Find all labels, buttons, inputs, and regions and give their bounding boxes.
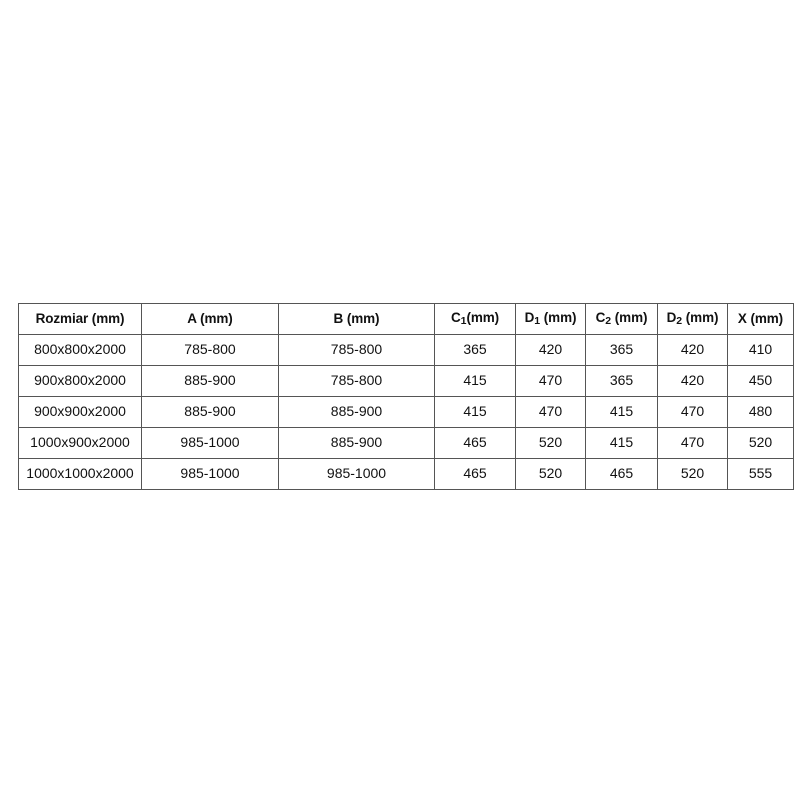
cell-x: 450 xyxy=(727,365,794,397)
cell-c1: 365 xyxy=(434,334,516,366)
dimensions-table: Rozmiar (mm) A (mm) B (mm) C1(mm) D1 (mm) C2 … xyxy=(18,303,794,490)
cell-size: 900x900x2000 xyxy=(18,396,142,428)
cell-d2: 420 xyxy=(657,334,728,366)
cell-c2: 365 xyxy=(585,365,658,397)
cell-c2: 415 xyxy=(585,396,658,428)
subscript-d2: 2 xyxy=(676,314,683,327)
table-header: Rozmiar (mm) A (mm) B (mm) C1(mm) D1 (mm) C2 … xyxy=(18,303,794,335)
cell-a: 785-800 xyxy=(141,334,279,366)
cell-c1: 465 xyxy=(434,427,516,459)
cell-c1: 465 xyxy=(434,458,516,490)
column-header-x: X (mm) xyxy=(727,303,794,335)
cell-d1: 520 xyxy=(515,427,586,459)
cell-a: 985-1000 xyxy=(141,458,279,490)
cell-x: 520 xyxy=(727,427,794,459)
table-row: 1000x900x2000 985-1000 885-900 465 520 415 470… xyxy=(18,427,794,459)
cell-size: 900x800x2000 xyxy=(18,365,142,397)
table-row: 900x900x2000 885-900 885-900 415 470 415 470 48… xyxy=(18,396,794,428)
cell-d2: 470 xyxy=(657,427,728,459)
cell-b: 985-1000 xyxy=(278,458,435,490)
table-body: 800x800x2000 785-800 785-800 365 420 365 420 41… xyxy=(18,334,794,490)
cell-d1: 470 xyxy=(515,365,586,397)
table-row: 800x800x2000 785-800 785-800 365 420 365 420 41… xyxy=(18,334,794,366)
cell-c1: 415 xyxy=(434,365,516,397)
table-row: 900x800x2000 885-900 785-800 415 470 365 420 45… xyxy=(18,365,794,397)
cell-b: 885-900 xyxy=(278,427,435,459)
dimensions-table-container: Rozmiar (mm) A (mm) B (mm) C1(mm) D1 (mm) C2 … xyxy=(18,303,794,490)
subscript-c2: 2 xyxy=(605,314,612,327)
cell-a: 985-1000 xyxy=(141,427,279,459)
column-header-d1: D1 (mm) xyxy=(515,303,586,335)
cell-x: 480 xyxy=(727,396,794,428)
cell-size: 800x800x2000 xyxy=(18,334,142,366)
cell-d1: 520 xyxy=(515,458,586,490)
column-header-c2: C2 (mm) xyxy=(585,303,658,335)
cell-b: 785-800 xyxy=(278,365,435,397)
column-header-size: Rozmiar (mm) xyxy=(18,303,142,335)
cell-size: 1000x1000x2000 xyxy=(18,458,142,490)
cell-a: 885-900 xyxy=(141,365,279,397)
table-header-row: Rozmiar (mm) A (mm) B (mm) C1(mm) D1 (mm) C2 … xyxy=(18,303,794,335)
cell-d2: 470 xyxy=(657,396,728,428)
table-row: 1000x1000x2000 985-1000 985-1000 465 520 465 5… xyxy=(18,458,794,490)
subscript-c1: 1 xyxy=(460,314,467,327)
cell-c2: 415 xyxy=(585,427,658,459)
cell-c1: 415 xyxy=(434,396,516,428)
cell-b: 885-900 xyxy=(278,396,435,428)
cell-d2: 520 xyxy=(657,458,728,490)
cell-c2: 465 xyxy=(585,458,658,490)
column-header-a: A (mm) xyxy=(141,303,279,335)
column-header-b: B (mm) xyxy=(278,303,435,335)
cell-b: 785-800 xyxy=(278,334,435,366)
cell-c2: 365 xyxy=(585,334,658,366)
subscript-d1: 1 xyxy=(534,314,541,327)
cell-d1: 470 xyxy=(515,396,586,428)
cell-x: 410 xyxy=(727,334,794,366)
column-header-d2: D2 (mm) xyxy=(657,303,728,335)
cell-x: 555 xyxy=(727,458,794,490)
cell-d1: 420 xyxy=(515,334,586,366)
cell-a: 885-900 xyxy=(141,396,279,428)
column-header-c1: C1(mm) xyxy=(434,303,516,335)
cell-size: 1000x900x2000 xyxy=(18,427,142,459)
cell-d2: 420 xyxy=(657,365,728,397)
